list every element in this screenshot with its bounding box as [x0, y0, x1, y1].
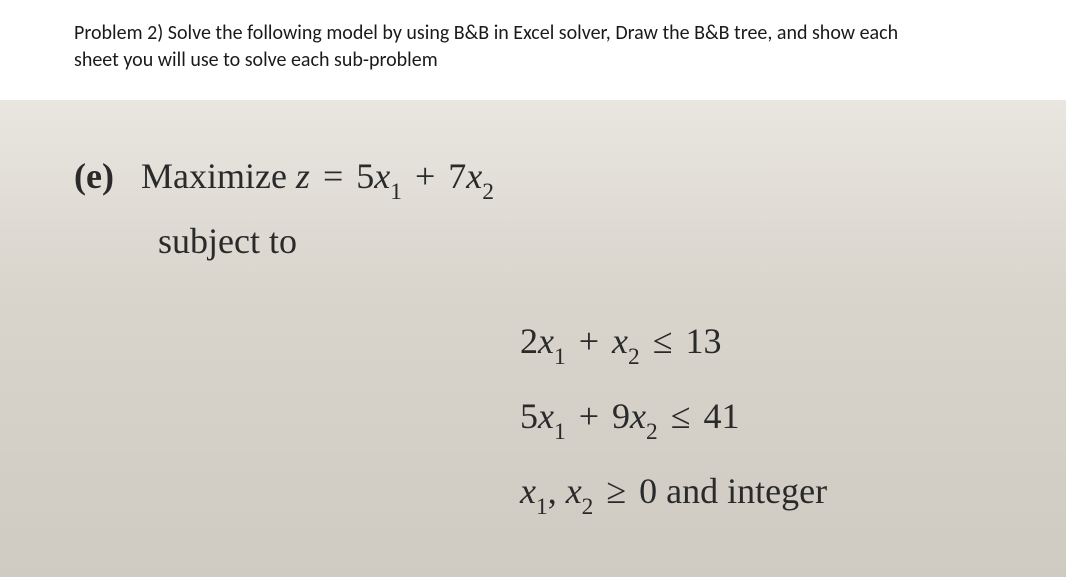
c1-var-1: x: [538, 321, 554, 361]
page: Problem 2) Solve the following model by …: [0, 0, 1066, 577]
c2-var-1: x: [538, 396, 554, 436]
c3-var-2: x: [566, 471, 582, 511]
maximize-word: Maximize: [141, 156, 287, 196]
c2-sub-1: 1: [554, 419, 566, 445]
prompt-line-1: Problem 2) Solve the following model by …: [74, 21, 898, 45]
c3-tail: and integer: [666, 471, 827, 511]
obj-coef-2: 7: [448, 156, 466, 196]
objective-line: (e) Maximize z = 5x1 + 7x2: [74, 155, 494, 203]
c2-coef-2: 9: [612, 396, 630, 436]
subject-to-text: subject to: [158, 221, 297, 261]
z-var: z: [296, 156, 310, 196]
equals: =: [319, 156, 347, 196]
c3-var-1: x: [520, 471, 536, 511]
c2-rhs: 41: [703, 396, 739, 436]
c2-rel: ≤: [667, 396, 695, 436]
obj-coef-1: 5: [356, 156, 374, 196]
c2-var-2: x: [630, 396, 646, 436]
obj-sub-2: 2: [482, 179, 494, 205]
c1-var-2: x: [612, 321, 628, 361]
obj-var-1: x: [374, 156, 390, 196]
subject-to: subject to: [158, 220, 297, 262]
c2-sub-2: 2: [646, 419, 658, 445]
c2-plus: +: [575, 396, 603, 436]
c1-plus: +: [575, 321, 603, 361]
c3-rel: ≥: [602, 471, 630, 511]
c1-sub-1: 1: [554, 344, 566, 370]
c1-sub-2: 2: [628, 344, 640, 370]
part-label: (e): [74, 156, 114, 196]
c1-rel: ≤: [649, 321, 677, 361]
c1-rhs: 13: [685, 321, 721, 361]
constraint-3: x1, x2 ≥ 0 and integer: [520, 470, 827, 518]
constraint-1: 2x1 + x2 ≤ 13: [520, 320, 721, 368]
c3-sub-2: 2: [582, 494, 594, 520]
obj-plus: +: [411, 156, 439, 196]
obj-sub-1: 1: [390, 179, 402, 205]
c3-sub-1: 1: [536, 494, 548, 520]
c2-coef-1: 5: [520, 396, 538, 436]
obj-var-2: x: [466, 156, 482, 196]
c3-rhs: 0: [639, 471, 657, 511]
c1-coef-1: 2: [520, 321, 538, 361]
constraint-2: 5x1 + 9x2 ≤ 41: [520, 395, 739, 443]
c3-comma: ,: [548, 471, 557, 511]
prompt-line-2: sheet you will use to solve each sub-pro…: [74, 48, 438, 72]
problem-prompt: Problem 2) Solve the following model by …: [74, 20, 994, 74]
